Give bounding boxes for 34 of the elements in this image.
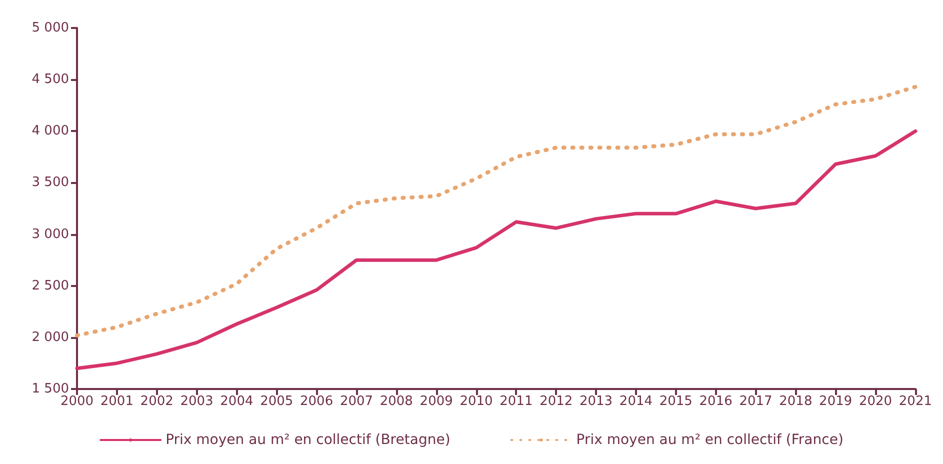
y-tick-label: 5 000: [32, 20, 69, 36]
legend-label: Prix moyen au m² en collectif (Bretagne): [166, 432, 450, 448]
y-tick-label: 3 500: [32, 175, 69, 190]
x-tick-label: 2013: [580, 394, 613, 409]
x-tick-label: 2008: [380, 394, 413, 409]
x-tick-label: 2005: [260, 394, 294, 409]
y-tick-label: 3 000: [32, 226, 69, 242]
x-tick-label: 2009: [420, 394, 453, 409]
x-tick-label: 2020: [858, 394, 892, 409]
x-tick-label: 2006: [300, 394, 334, 409]
x-tick-label: 2021: [898, 394, 932, 409]
x-tick-label: 2015: [659, 394, 692, 409]
x-tick-label: 2018: [779, 394, 812, 409]
y-tick-label: 4 500: [32, 72, 69, 88]
line-series: [75, 84, 918, 338]
x-tick-label: 2012: [540, 394, 573, 409]
legend-label: Prix moyen au m² en collectif (France): [576, 432, 844, 448]
y-tick-label: 2 000: [32, 330, 69, 345]
y-tick-label: 1 500: [32, 382, 69, 396]
x-tick-label: 2004: [220, 394, 254, 409]
line-series: [75, 129, 918, 370]
x-tick-label: 2011: [500, 394, 533, 409]
x-tick-label: 2010: [460, 394, 493, 409]
y-tick-label: 2 500: [32, 278, 69, 294]
x-tick-label: 2014: [619, 394, 653, 409]
x-tick-label: 2000: [60, 394, 94, 409]
x-tick-label: 2003: [180, 394, 214, 409]
x-tick-label: 2002: [140, 394, 174, 409]
x-tick-label: 2017: [739, 394, 772, 409]
y-tick-label: 4 000: [32, 124, 69, 139]
x-tick-label: 2016: [699, 394, 732, 409]
x-tick-label: 2007: [340, 394, 374, 409]
x-tick-label: 2019: [819, 394, 852, 409]
x-tick-label: 2001: [100, 394, 134, 409]
